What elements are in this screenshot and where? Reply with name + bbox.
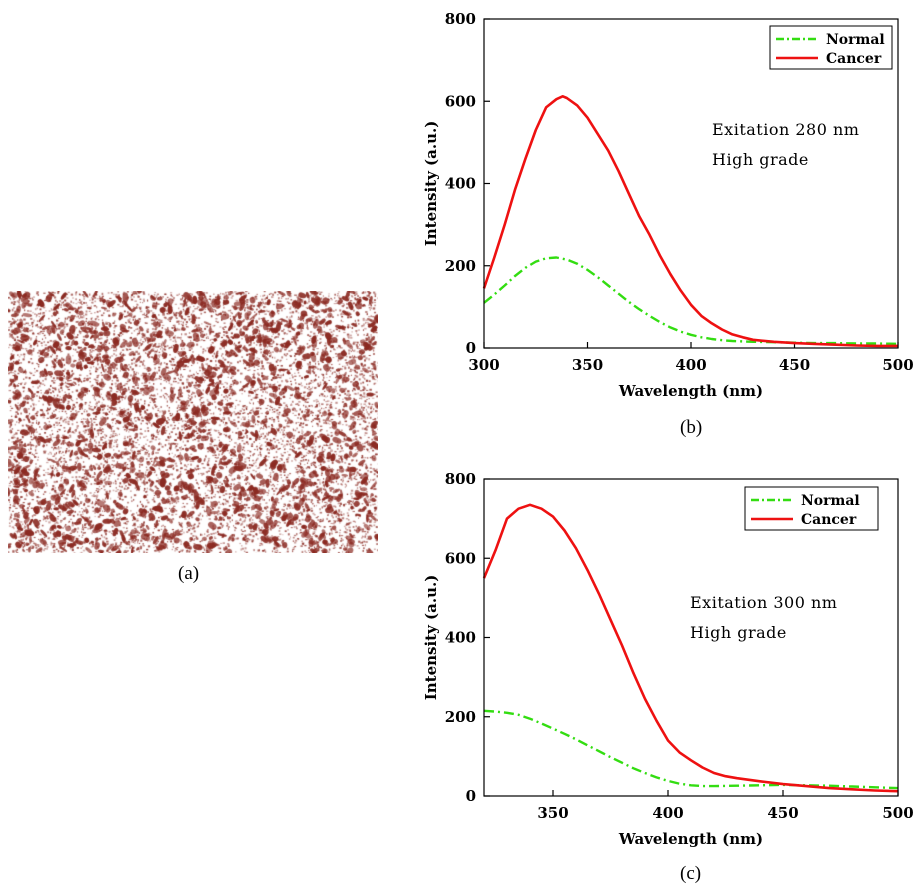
y-ticks: 0 200 400 600 800 [445, 10, 490, 357]
series-line-normal [483, 256, 899, 346]
series-group [482, 503, 899, 793]
legend-label-cancer: Cancer [826, 51, 882, 67]
y-tick-label: 800 [445, 470, 476, 488]
x-tick-label: 300 [468, 356, 499, 374]
x-axis-title: Wavelength (nm) [618, 830, 763, 848]
y-tick-label: 200 [445, 257, 476, 275]
plot-frame [483, 18, 899, 349]
x-tick-label: 450 [767, 804, 798, 822]
histology-image [8, 291, 378, 553]
caption-b: (b) [680, 417, 703, 438]
x-ticks: 350 400 450 500 [537, 790, 914, 822]
annotation-grade: High grade [690, 623, 787, 642]
chart-b: 0 200 400 600 800 300 350 400 450 500 Wavelength… [422, 10, 914, 400]
series-group [482, 95, 899, 348]
x-axis-title: Wavelength (nm) [618, 382, 763, 400]
legend: Normal Cancer [769, 25, 893, 70]
y-axis-title: Intensity (a.u.) [422, 575, 440, 701]
y-tick-label: 600 [445, 92, 476, 110]
y-tick-label: 200 [445, 708, 476, 726]
series-line-normal [483, 709, 899, 790]
caption-a: (a) [178, 563, 200, 584]
x-tick-label: 500 [882, 804, 913, 822]
annotation-grade: High grade [712, 150, 809, 169]
chart-c: 0 200 400 600 800 350 400 450 500 Wavelength (n… [422, 470, 914, 848]
annotation-excitation: Exitation 300 nm [690, 593, 837, 612]
y-tick-label: 600 [445, 549, 476, 567]
legend-box [769, 25, 893, 70]
legend-label-cancer: Cancer [801, 512, 857, 528]
legend-label-normal: Normal [801, 493, 860, 509]
x-tick-label: 450 [779, 356, 810, 374]
series-line-cancer [482, 95, 898, 348]
y-tick-label: 0 [466, 339, 476, 357]
x-tick-label: 350 [572, 356, 603, 374]
caption-c: (c) [680, 863, 702, 884]
y-tick-label: 400 [445, 175, 476, 193]
x-tick-label: 400 [675, 356, 706, 374]
legend-box [744, 486, 879, 531]
annotation-excitation: Exitation 280 nm [712, 120, 859, 139]
y-tick-label: 400 [445, 629, 476, 647]
x-tick-label: 500 [882, 356, 913, 374]
y-axis-title: Intensity (a.u.) [422, 121, 440, 247]
series-line-cancer [482, 503, 899, 793]
x-ticks: 300 350 400 450 500 [468, 342, 914, 374]
legend-label-normal: Normal [826, 32, 885, 48]
y-tick-label: 0 [466, 787, 476, 805]
y-tick-label: 800 [445, 10, 476, 28]
x-tick-label: 350 [537, 804, 568, 822]
legend: Normal Cancer [744, 486, 879, 531]
y-ticks: 0 200 400 600 800 [445, 470, 490, 805]
plot-frame [483, 478, 899, 797]
x-tick-label: 400 [652, 804, 683, 822]
